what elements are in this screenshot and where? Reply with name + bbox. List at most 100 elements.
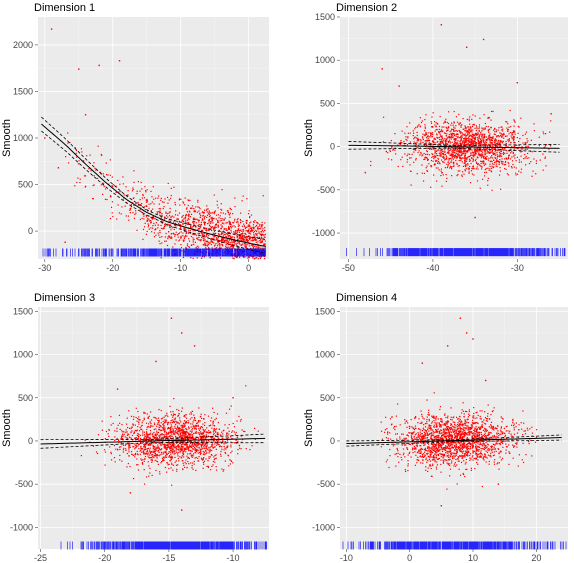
data-point xyxy=(458,129,460,132)
data-point xyxy=(204,446,206,448)
data-point xyxy=(235,233,237,235)
data-point xyxy=(480,138,482,140)
data-point xyxy=(425,167,427,169)
data-point xyxy=(164,236,167,238)
data-point xyxy=(478,149,480,151)
data-point xyxy=(451,136,453,138)
data-point xyxy=(147,226,149,228)
data-point xyxy=(424,142,426,145)
data-point xyxy=(135,454,137,456)
data-point xyxy=(200,457,203,459)
data-point xyxy=(504,147,506,150)
data-point xyxy=(443,161,445,164)
data-point xyxy=(468,155,470,158)
data-point xyxy=(205,230,208,232)
data-point xyxy=(435,128,437,131)
data-point xyxy=(211,221,213,223)
data-point xyxy=(174,446,177,448)
data-point xyxy=(426,147,428,149)
data-point xyxy=(473,167,475,170)
data-point xyxy=(452,152,454,154)
data-point xyxy=(159,229,161,232)
data-point xyxy=(466,139,468,142)
data-point xyxy=(92,198,94,200)
data-point xyxy=(185,229,187,231)
data-point xyxy=(132,211,134,214)
data-point xyxy=(487,125,489,128)
data-point xyxy=(204,244,207,246)
data-point xyxy=(255,225,257,228)
data-point xyxy=(488,128,491,130)
data-point xyxy=(170,420,172,422)
data-point xyxy=(425,132,427,134)
data-point xyxy=(467,150,469,152)
data-point xyxy=(251,229,253,231)
data-point xyxy=(416,126,419,128)
data-point xyxy=(163,201,165,203)
data-point xyxy=(428,139,430,141)
data-point xyxy=(468,171,470,173)
data-point xyxy=(169,448,171,450)
data-point xyxy=(204,223,206,225)
data-point xyxy=(406,144,409,146)
data-point xyxy=(431,148,433,150)
data-point xyxy=(406,155,408,157)
data-point xyxy=(152,444,154,447)
data-point xyxy=(255,229,257,232)
data-point xyxy=(261,231,263,233)
data-point xyxy=(459,143,461,145)
data-point xyxy=(527,145,529,147)
data-point xyxy=(470,170,473,172)
data-point xyxy=(229,246,231,248)
data-point xyxy=(463,152,465,154)
data-point xyxy=(508,163,510,165)
data-point xyxy=(177,464,179,466)
data-point xyxy=(224,452,226,454)
data-point xyxy=(440,154,442,156)
data-point xyxy=(133,432,135,434)
data-point xyxy=(494,128,496,130)
data-point xyxy=(125,449,127,452)
data-point xyxy=(413,149,416,151)
data-point xyxy=(481,160,483,163)
data-point xyxy=(474,151,477,153)
data-point xyxy=(169,429,171,432)
data-point xyxy=(187,426,190,428)
data-point xyxy=(460,148,462,150)
data-point xyxy=(230,405,232,407)
data-point xyxy=(247,257,249,259)
data-point xyxy=(483,135,485,137)
data-point xyxy=(216,237,218,239)
data-point xyxy=(250,221,252,223)
data-point xyxy=(172,428,174,430)
data-point xyxy=(185,444,187,446)
data-point xyxy=(195,445,197,447)
data-point xyxy=(155,228,157,230)
data-point xyxy=(190,226,192,228)
data-point xyxy=(175,446,177,448)
data-point xyxy=(176,470,178,472)
data-point xyxy=(465,141,467,143)
data-point xyxy=(150,457,152,459)
data-point xyxy=(169,236,171,239)
data-point xyxy=(452,149,454,152)
data-point xyxy=(219,234,221,236)
data-point xyxy=(399,143,402,145)
data-point xyxy=(193,460,195,463)
data-point xyxy=(154,217,156,219)
data-point xyxy=(451,157,453,159)
data-point xyxy=(190,440,192,442)
data-point xyxy=(449,131,451,133)
data-point xyxy=(401,130,403,132)
data-point xyxy=(422,180,425,182)
data-point xyxy=(501,148,503,151)
outlier-point xyxy=(398,85,400,87)
data-point xyxy=(472,155,475,157)
data-point xyxy=(185,214,187,216)
data-point xyxy=(127,438,129,440)
data-point xyxy=(182,451,184,453)
data-point xyxy=(152,216,154,218)
data-point xyxy=(538,145,540,147)
data-point xyxy=(193,463,195,465)
data-point xyxy=(482,155,484,157)
